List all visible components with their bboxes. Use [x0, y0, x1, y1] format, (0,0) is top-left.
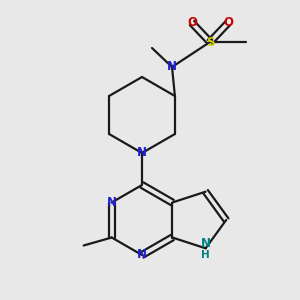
Text: N: N	[107, 196, 117, 209]
Text: N: N	[137, 146, 147, 160]
Text: H: H	[201, 250, 210, 260]
Text: N: N	[201, 237, 211, 250]
Text: N: N	[137, 248, 147, 262]
Text: N: N	[167, 61, 177, 74]
Text: O: O	[223, 16, 233, 29]
Text: O: O	[187, 16, 197, 29]
Text: S: S	[206, 35, 214, 49]
